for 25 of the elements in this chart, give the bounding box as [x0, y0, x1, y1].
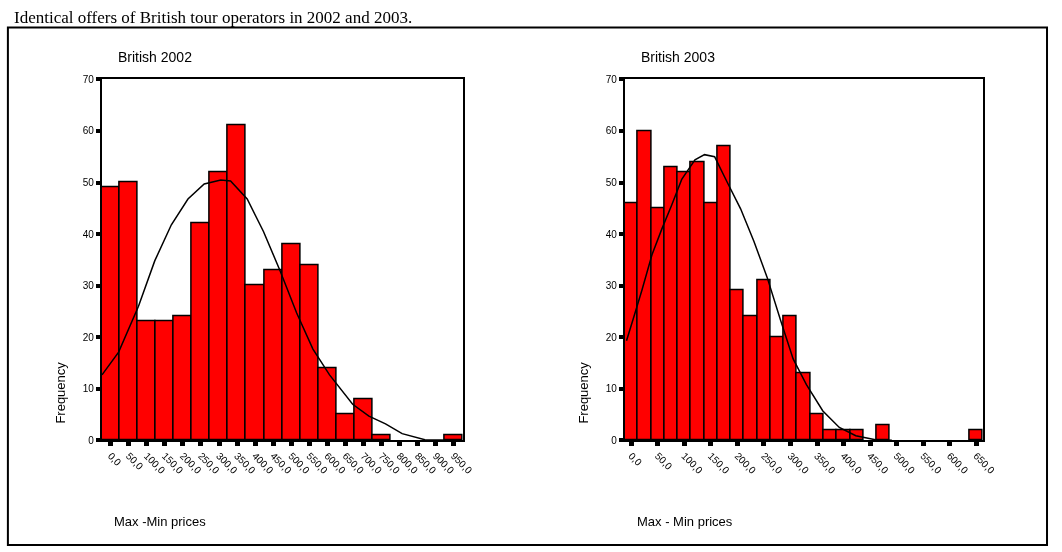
y-axis-title: Frequency: [52, 361, 68, 424]
y-tick-label: 30: [82, 280, 95, 292]
x-tick-label: 0,0: [626, 450, 645, 469]
y-tick-label: 40: [605, 228, 618, 240]
y-tick-label: 20: [82, 331, 95, 343]
y-tick-label: 40: [82, 228, 95, 240]
y-tick-label: 0: [611, 434, 618, 446]
y-tick-label: 30: [605, 280, 618, 292]
x-axis-title: Max -Min prices: [114, 514, 207, 529]
y-tick-label: 60: [82, 125, 95, 137]
y-tick-label: 70: [82, 73, 95, 85]
y-tick-label: 20: [605, 331, 618, 343]
y-tick-label: 0: [88, 434, 95, 446]
y-tick-label: 50: [605, 177, 618, 189]
y-tick-label: 50: [82, 177, 95, 189]
y-tick-label: 10: [82, 383, 95, 395]
chart-title: British 2003: [641, 49, 716, 65]
x-tick-label: 0,0: [105, 450, 124, 469]
x-axis-title: Max - Min prices: [637, 514, 733, 529]
y-tick-label: 60: [605, 125, 618, 137]
y-axis-title: Frequency: [575, 361, 591, 424]
y-tick-label: 70: [605, 73, 618, 85]
y-tick-label: 10: [605, 383, 618, 395]
text: Identical offers of British tour operators in 2002 and 2003.: [14, 8, 413, 27]
chart-title: British 2002: [118, 49, 193, 65]
